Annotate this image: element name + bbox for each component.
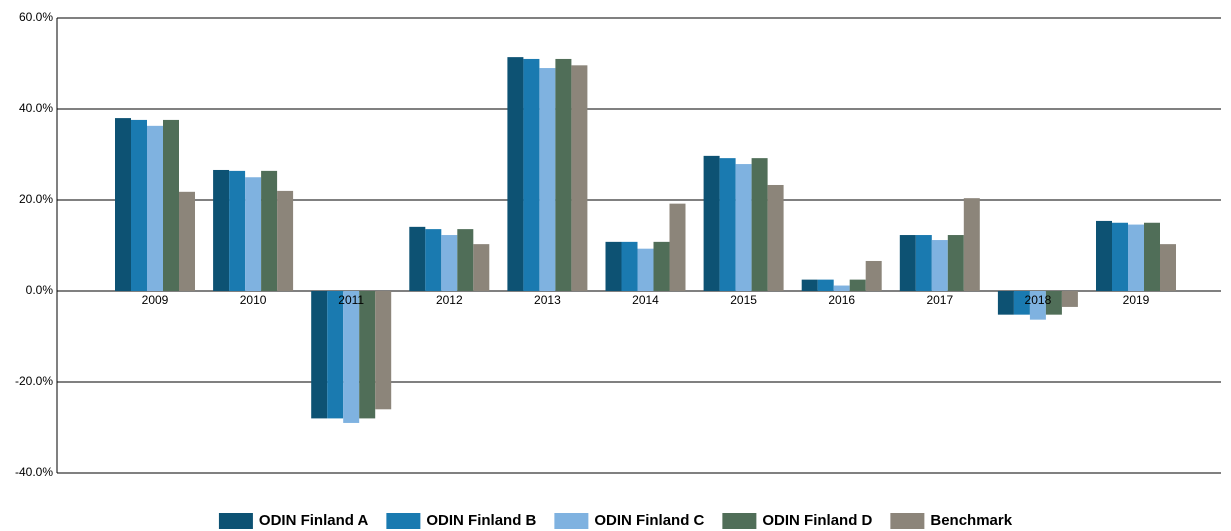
legend-label: ODIN Finland A bbox=[259, 512, 369, 529]
y-tick-label: -40.0% bbox=[15, 465, 53, 479]
bar bbox=[555, 58, 572, 292]
bar bbox=[261, 170, 278, 291]
legend-label: ODIN Finland C bbox=[594, 512, 704, 529]
bar bbox=[425, 229, 442, 291]
bar bbox=[637, 248, 654, 291]
bar bbox=[1061, 291, 1078, 307]
bar bbox=[131, 119, 147, 291]
bar bbox=[817, 279, 834, 291]
y-tick-label: 20.0% bbox=[19, 192, 53, 206]
bar bbox=[179, 191, 195, 291]
bar bbox=[669, 203, 686, 291]
bar bbox=[915, 235, 932, 291]
bar bbox=[1128, 224, 1144, 291]
bar bbox=[801, 279, 818, 291]
y-tick-label: 40.0% bbox=[19, 101, 53, 115]
bar bbox=[147, 125, 163, 292]
x-tick-label: 2009 bbox=[142, 293, 169, 307]
legend-swatch bbox=[218, 513, 253, 529]
bar bbox=[327, 291, 344, 419]
bar bbox=[277, 190, 294, 291]
x-tick-label: 2013 bbox=[534, 293, 561, 307]
bar bbox=[947, 235, 964, 291]
bar bbox=[457, 229, 474, 291]
bar bbox=[653, 241, 670, 291]
bar bbox=[703, 155, 720, 291]
bar bbox=[311, 291, 328, 419]
x-tick-label: 2014 bbox=[632, 293, 659, 307]
legend-swatch bbox=[554, 513, 589, 529]
bar bbox=[343, 291, 360, 423]
bar bbox=[899, 235, 916, 291]
bar bbox=[1045, 291, 1062, 315]
x-tick-label: 2016 bbox=[828, 293, 855, 307]
y-tick-label: -20.0% bbox=[15, 374, 53, 388]
x-tick-label: 2011 bbox=[338, 293, 364, 307]
bar bbox=[931, 240, 948, 291]
bar bbox=[767, 184, 784, 291]
bar bbox=[441, 235, 458, 291]
bar bbox=[523, 58, 540, 292]
y-tick-label: 0.0% bbox=[26, 283, 54, 297]
x-tick-label: 2015 bbox=[730, 293, 757, 307]
x-tick-label: 2010 bbox=[240, 293, 267, 307]
bar bbox=[1160, 244, 1176, 291]
bar bbox=[507, 57, 524, 291]
bar bbox=[115, 118, 131, 291]
bar bbox=[1144, 222, 1160, 291]
bar bbox=[539, 68, 556, 291]
bar bbox=[1029, 291, 1046, 320]
legend-swatch bbox=[890, 513, 925, 529]
bar bbox=[213, 169, 230, 291]
bar bbox=[1096, 220, 1112, 291]
bar bbox=[997, 291, 1014, 315]
bar bbox=[865, 260, 882, 291]
bar bbox=[163, 119, 179, 291]
legend-swatch bbox=[386, 513, 421, 529]
bar bbox=[751, 158, 768, 291]
bar bbox=[605, 241, 622, 291]
bar bbox=[735, 164, 752, 291]
legend-label: Benchmark bbox=[930, 512, 1012, 529]
bar bbox=[1013, 291, 1030, 315]
bar bbox=[359, 291, 376, 419]
legend-label: ODIN Finland B bbox=[426, 512, 536, 529]
y-tick-label: 60.0% bbox=[19, 10, 53, 24]
bar bbox=[719, 158, 736, 291]
bar bbox=[963, 198, 980, 291]
legend-swatch bbox=[722, 513, 757, 529]
x-tick-label: 2019 bbox=[1123, 293, 1150, 307]
x-tick-label: 2018 bbox=[1025, 293, 1052, 307]
bar bbox=[229, 170, 246, 291]
x-tick-label: 2017 bbox=[926, 293, 953, 307]
bar bbox=[409, 226, 426, 291]
bar bbox=[571, 65, 588, 291]
bar bbox=[621, 241, 638, 291]
bar bbox=[245, 177, 262, 291]
bar bbox=[833, 285, 850, 291]
bar bbox=[473, 244, 490, 291]
bar bbox=[375, 291, 392, 410]
bar bbox=[1112, 222, 1128, 291]
bar bbox=[849, 279, 866, 291]
x-tick-label: 2012 bbox=[436, 293, 463, 307]
legend-label: ODIN Finland D bbox=[762, 512, 872, 529]
